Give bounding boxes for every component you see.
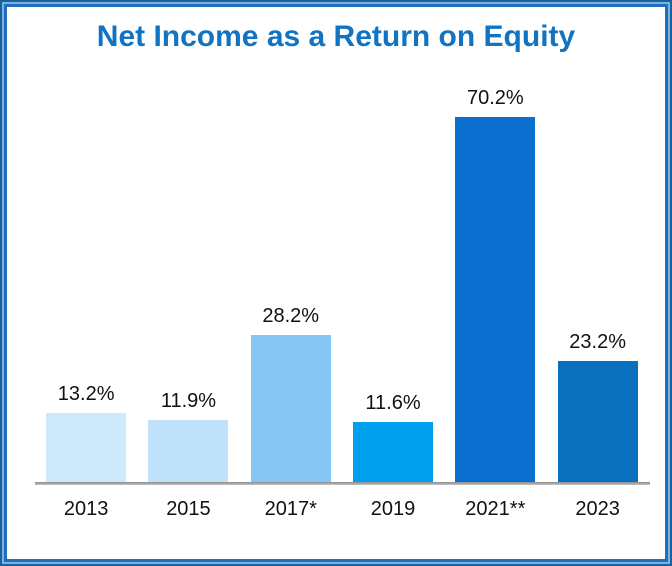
- bar: [455, 117, 536, 482]
- bar: [353, 422, 434, 482]
- bar-group: 23.2%: [546, 331, 648, 482]
- category-label: 2015: [166, 498, 211, 520]
- category-label: 2021**: [465, 498, 526, 520]
- bar: [148, 420, 229, 482]
- bar-group: 11.6%: [342, 392, 444, 482]
- bar-group: 28.2%: [240, 305, 342, 482]
- bars-row: 13.2% 11.9% 28.2% 11.6% 70.2% 23.2%: [35, 82, 649, 482]
- bar-group: 11.9%: [137, 390, 239, 482]
- bar-group: 13.2%: [35, 383, 137, 482]
- category-label: 2023: [575, 498, 620, 520]
- bar: [557, 361, 638, 482]
- bar-value-label: 23.2%: [569, 331, 626, 353]
- category-label: 2013: [63, 498, 109, 520]
- category-label: 2019: [370, 498, 416, 520]
- bar-value-label: 28.2%: [262, 305, 320, 327]
- bar-chart: 13.2% 11.9% 28.2% 11.6% 70.2% 23.2% 2013 2015 2…: [7, 82, 665, 521]
- bar-value-label: 13.2%: [57, 383, 115, 405]
- categories-row: 2013 2015 2017* 2019 2021** 2023: [35, 485, 649, 521]
- bar-value-label: 11.6%: [365, 392, 421, 414]
- chart-title: Net Income as a Return on Equity: [96, 20, 576, 53]
- bar-value-label: 11.9%: [160, 390, 217, 412]
- chart-canvas: Net Income as a Return on Equity 13.2% 11…: [4, 4, 668, 562]
- x-axis-line: [35, 482, 650, 485]
- bar: [46, 413, 127, 482]
- bar-group: 70.2%: [444, 87, 546, 482]
- category-label: 2017*: [264, 498, 317, 520]
- bar-value-label: 70.2%: [466, 87, 524, 109]
- bar: [250, 335, 331, 482]
